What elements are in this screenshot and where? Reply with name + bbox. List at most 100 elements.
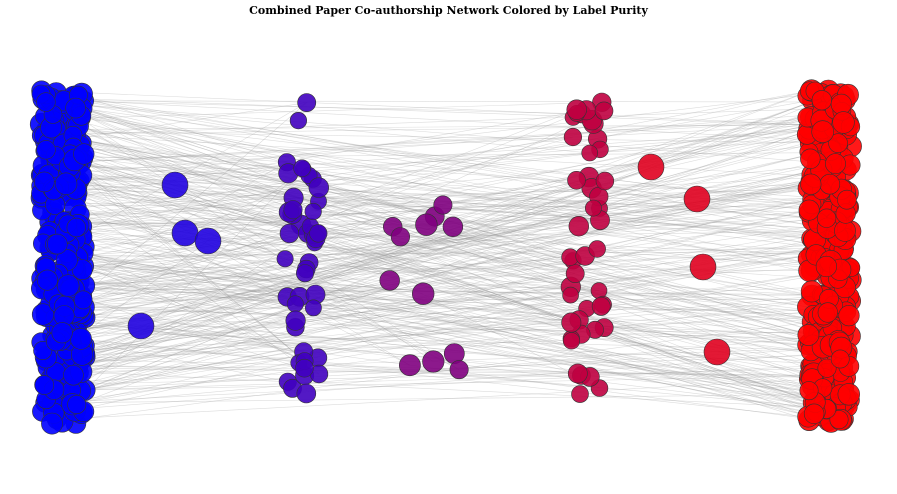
edge bbox=[42, 148, 832, 351]
node bbox=[304, 299, 322, 317]
edge bbox=[65, 102, 602, 119]
node bbox=[73, 290, 93, 310]
node bbox=[286, 295, 304, 313]
edge bbox=[62, 103, 600, 389]
edge bbox=[82, 142, 812, 239]
node bbox=[171, 219, 199, 247]
node bbox=[566, 99, 587, 120]
edge bbox=[84, 306, 837, 336]
edge bbox=[78, 157, 836, 409]
edge bbox=[70, 255, 846, 407]
edge bbox=[82, 102, 307, 235]
edge bbox=[53, 103, 839, 374]
node bbox=[41, 412, 63, 435]
node bbox=[798, 199, 820, 221]
node bbox=[33, 171, 55, 193]
edge bbox=[82, 157, 840, 251]
node bbox=[398, 354, 421, 377]
edge bbox=[69, 296, 288, 300]
edge bbox=[78, 281, 851, 302]
edge bbox=[69, 154, 307, 270]
edge bbox=[79, 309, 580, 321]
edge bbox=[67, 223, 427, 225]
edge bbox=[47, 95, 838, 236]
node bbox=[830, 349, 850, 369]
edge bbox=[46, 94, 810, 380]
edge bbox=[71, 263, 815, 415]
edge bbox=[50, 248, 598, 317]
edge bbox=[68, 116, 846, 286]
node bbox=[36, 92, 56, 112]
edge bbox=[54, 247, 812, 296]
edge bbox=[71, 263, 812, 323]
edge bbox=[48, 102, 307, 144]
edge bbox=[46, 315, 821, 340]
edge bbox=[41, 222, 835, 343]
node bbox=[293, 159, 311, 178]
edge bbox=[57, 163, 460, 370]
edge bbox=[54, 120, 809, 417]
edge bbox=[61, 100, 582, 115]
node bbox=[568, 216, 589, 237]
node bbox=[412, 282, 435, 305]
edge bbox=[76, 196, 824, 348]
edge bbox=[71, 187, 808, 326]
edge bbox=[80, 125, 822, 295]
edge bbox=[80, 338, 843, 422]
edge bbox=[78, 255, 821, 355]
edge bbox=[46, 267, 840, 343]
node bbox=[390, 227, 411, 247]
node bbox=[594, 101, 614, 121]
edge bbox=[53, 295, 824, 366]
edge bbox=[61, 338, 821, 408]
node bbox=[689, 253, 717, 281]
edge bbox=[50, 244, 821, 288]
edge bbox=[55, 124, 830, 130]
edge bbox=[49, 112, 824, 281]
edge bbox=[44, 393, 835, 404]
edge bbox=[72, 113, 577, 326]
edge bbox=[46, 310, 832, 387]
edge bbox=[59, 267, 851, 389]
edge bbox=[70, 173, 825, 393]
edge bbox=[50, 235, 836, 403]
node bbox=[562, 332, 581, 350]
edge bbox=[56, 375, 831, 391]
edge bbox=[66, 259, 304, 353]
edge bbox=[76, 118, 840, 405]
edge bbox=[75, 268, 824, 398]
node bbox=[73, 143, 95, 165]
edge bbox=[76, 226, 310, 263]
edge bbox=[62, 110, 434, 362]
edge bbox=[84, 209, 810, 391]
edge bbox=[80, 161, 824, 348]
node bbox=[591, 296, 611, 316]
edge bbox=[71, 180, 839, 237]
node bbox=[289, 111, 308, 130]
node bbox=[811, 90, 832, 111]
node bbox=[297, 93, 317, 113]
node bbox=[54, 172, 78, 195]
edge bbox=[41, 174, 821, 340]
edge bbox=[56, 189, 842, 391]
edge bbox=[82, 152, 821, 158]
edge bbox=[73, 266, 849, 272]
edge bbox=[47, 258, 822, 369]
edge bbox=[68, 192, 848, 286]
edge bbox=[75, 231, 840, 410]
node bbox=[66, 217, 87, 238]
edge bbox=[41, 107, 841, 136]
edge bbox=[72, 168, 303, 405]
edge bbox=[41, 90, 851, 127]
node bbox=[36, 140, 56, 160]
edge bbox=[64, 315, 832, 411]
edge bbox=[76, 286, 296, 328]
edge bbox=[66, 259, 818, 353]
edge bbox=[59, 115, 849, 208]
edge bbox=[49, 280, 834, 334]
edge bbox=[48, 90, 810, 387]
node bbox=[433, 195, 453, 215]
node bbox=[67, 394, 87, 414]
edge bbox=[42, 174, 411, 366]
node bbox=[51, 322, 73, 344]
